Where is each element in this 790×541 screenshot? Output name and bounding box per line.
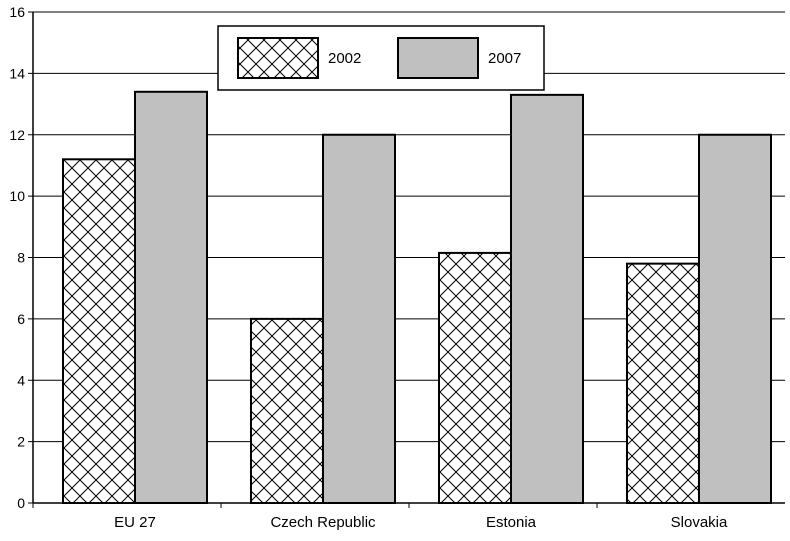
legend-label-2007: 2007 (488, 50, 521, 67)
bars (62, 90, 772, 505)
bar-2007-czech-republic (322, 133, 396, 504)
bar-2002-slovakia (626, 262, 700, 505)
y-tick-label: 12 (9, 127, 25, 143)
bar-2007-eu-27 (134, 90, 208, 504)
legend-swatch-2007 (397, 37, 479, 79)
y-tick-label: 6 (17, 311, 25, 327)
bar-2007-slovakia (698, 133, 772, 504)
bar-2002-estonia (438, 251, 512, 504)
y-tick-label: 4 (17, 372, 25, 388)
x-axis-labels: EU 27 Czech Republic Estonia Slovakia (32, 503, 728, 531)
legend: 2002 2007 (217, 25, 545, 91)
x-category-label: Estonia (486, 514, 537, 531)
x-category-label: Slovakia (671, 514, 728, 531)
bar-2002-czech-republic (250, 317, 324, 504)
y-tick-label: 14 (9, 65, 25, 81)
x-category-label: Czech Republic (270, 514, 376, 531)
y-axis-ticks: 0 2 4 6 8 10 12 14 16 (9, 4, 33, 511)
x-category-label: EU 27 (114, 514, 156, 531)
bar-2007-estonia (510, 93, 584, 504)
y-tick-label: 0 (17, 495, 25, 511)
y-tick-label: 2 (17, 434, 25, 450)
y-tick-label: 10 (9, 188, 25, 204)
y-tick-label: 8 (17, 250, 25, 266)
axes (32, 12, 785, 504)
legend-swatch-2002 (237, 37, 319, 79)
legend-label-2002: 2002 (328, 50, 361, 67)
bar-2002-eu-27 (62, 158, 136, 505)
y-tick-label: 16 (9, 4, 25, 20)
